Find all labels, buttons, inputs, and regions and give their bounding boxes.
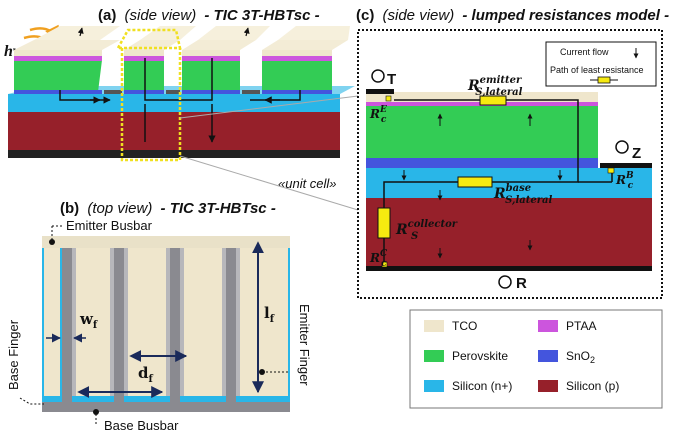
panel-b-title-name: - TIC 3T-HBTsc - — [161, 200, 276, 217]
current-flow-arrows — [401, 113, 563, 259]
wf-label: wf — [79, 310, 98, 331]
r-collector-label: Rcollector S — [395, 219, 458, 242]
r-base-label: Rbase S,lateral — [493, 183, 552, 206]
connector-line-bottom — [179, 155, 359, 211]
legend-label-silicon-n: Silicon (n+) — [452, 379, 512, 393]
legend-swatch-silicon-p — [538, 380, 558, 392]
legend-current-label: Current flow — [560, 47, 609, 57]
resistor-contact-b — [607, 167, 615, 174]
device-3d — [8, 26, 355, 162]
terminal-z-circle — [615, 140, 629, 154]
rc-c-label: RC c — [369, 249, 388, 269]
panel-b-title-view: (top view) — [87, 200, 152, 217]
panel-c-title-name: - lumped resistances model - — [462, 7, 669, 24]
connector-line-top — [179, 95, 359, 119]
base-busbar-label: Base Busbar — [104, 418, 179, 433]
top-view-device — [42, 236, 290, 412]
terminal-t-label: T — [387, 71, 396, 88]
emitter-finger-label: Emitter Finger — [297, 304, 312, 386]
resistor-collector — [377, 207, 391, 239]
unit-cell-label: «unit cell» — [278, 176, 337, 191]
lf-label: lf — [264, 304, 275, 325]
legend-label-sno2: SnO2 — [566, 349, 595, 365]
legend-label-tco: TCO — [452, 319, 477, 333]
r-emitter-label: Remitter S,lateral — [467, 75, 523, 98]
terminal-r-circle — [498, 275, 512, 289]
legend-swatch-silicon-n — [424, 380, 444, 392]
emitter-busbar-pin — [49, 239, 55, 245]
finger-stack — [14, 40, 348, 94]
panel-a-title-name: - TIC 3T-HBTsc - — [204, 7, 319, 24]
layer-legend: TCO PTAA Perovskite SnO2 Silicon (n+) Si… — [409, 309, 663, 409]
base-busbar-pin — [93, 409, 99, 415]
terminal-z-label: Z — [632, 145, 641, 162]
emitter-busbar-label: Emitter Busbar — [66, 218, 153, 233]
panel-a: (a) (side view) - TIC 3T-HBTsc - hν — [4, 7, 359, 211]
panel-b-title: (b) (top view) - TIC 3T-HBTsc - — [60, 200, 276, 217]
base-finger-label: Base Finger — [6, 319, 21, 390]
resistor-contact-e — [385, 95, 392, 102]
legend-swatch-perovskite — [424, 350, 444, 362]
resistor-base-lateral — [457, 176, 493, 188]
rc-e-label: RE c — [369, 105, 387, 125]
df-label: df — [138, 364, 154, 385]
panel-a-title-view: (side view) — [125, 7, 197, 24]
panel-c-title: (c) (side view) - lumped resistances mod… — [356, 7, 669, 24]
legend-resistor-swatch — [597, 76, 611, 84]
resistor-emitter-lateral — [479, 95, 507, 106]
legend-label-ptaa: PTAA — [566, 319, 596, 333]
panel-a-title: (a) (side view) - TIC 3T-HBTsc - — [98, 7, 320, 24]
panel-c-title-view: (side view) — [383, 7, 455, 24]
terminal-r-label: R — [516, 275, 527, 292]
rc-b-label: RB c — [615, 171, 634, 191]
terminal-t-circle — [371, 69, 385, 83]
panel-b-title-prefix: (b) — [60, 200, 79, 217]
legend-frame — [409, 309, 663, 409]
panel-c: (c) (side view) - lumped resistances mod… — [356, 7, 669, 299]
panel-c-title-prefix: (c) — [356, 7, 374, 24]
legend-path-label: Path of least resistance — [550, 65, 644, 75]
panel-a-title-prefix: (a) — [98, 7, 116, 24]
legend-label-silicon-p: Silicon (p) — [566, 379, 619, 393]
resistor-contact-c — [381, 261, 388, 268]
legend-label-perovskite: Perovskite — [452, 349, 508, 363]
legend-swatch-tco — [424, 320, 444, 332]
legend-swatch-ptaa — [538, 320, 558, 332]
legend-swatch-sno2 — [538, 350, 558, 362]
panel-b: (b) (top view) - TIC 3T-HBTsc - — [6, 200, 312, 433]
